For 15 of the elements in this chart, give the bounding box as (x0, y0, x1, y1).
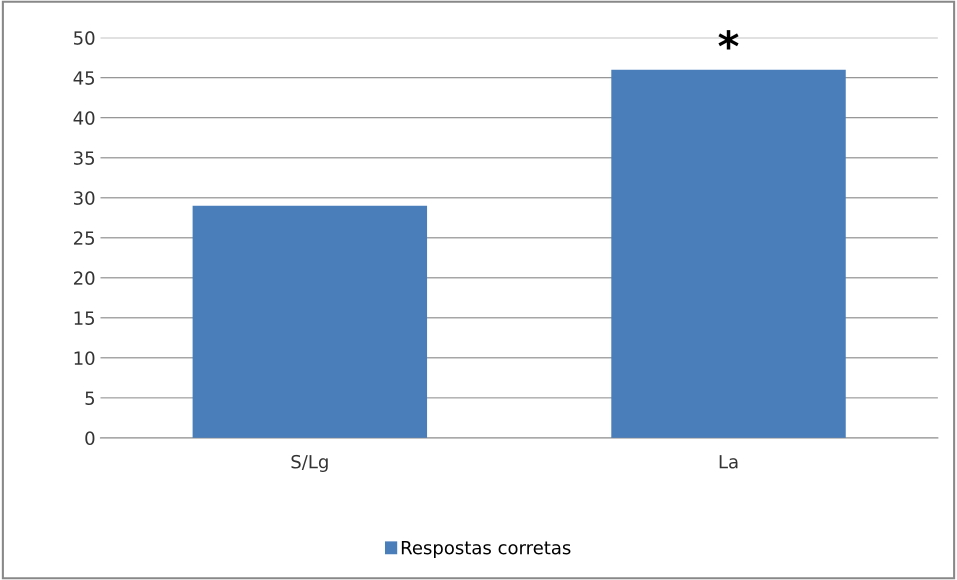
y-tick-label: 25 (74, 231, 94, 245)
legend-label: Respostas corretas (402, 541, 570, 558)
y-tick-label: 45 (74, 71, 94, 85)
y-tick-label: 35 (74, 151, 94, 165)
y-tick-label: 50 (74, 31, 94, 45)
y-tick-label: 40 (74, 111, 94, 125)
y-tick-label: 30 (74, 191, 94, 205)
annotation: * (718, 30, 739, 50)
x-tick-label: La (720, 455, 738, 469)
x-tick-label: S/Lg (291, 454, 328, 472)
y-tick-label: 15 (74, 312, 94, 325)
y-tick-label: 20 (74, 271, 94, 285)
y-tick-label: 5 (86, 392, 94, 405)
y-tick-label: 10 (74, 351, 94, 365)
y-tick-label: 0 (85, 431, 94, 446)
